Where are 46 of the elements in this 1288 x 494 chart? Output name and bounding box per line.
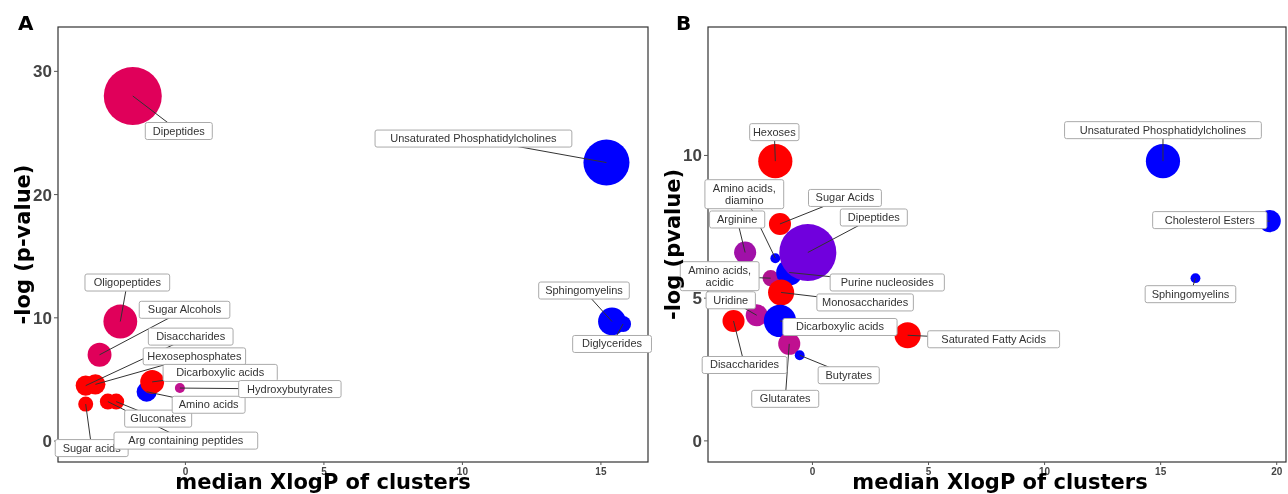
series-label: Amino acids, acidic: [688, 263, 752, 288]
text: Disaccharides: [709, 358, 780, 371]
chart-title: B: [676, 11, 692, 35]
x-tick-label: 5: [925, 466, 932, 477]
text: Glutarates: [759, 392, 812, 405]
text: Sugar Acids: [815, 191, 875, 204]
series-label: Gluconates: [130, 412, 187, 425]
x-tick-label: 0: [809, 466, 816, 477]
text: Sugar Alcohols: [147, 303, 222, 316]
text: Hexosephosphates: [147, 349, 242, 362]
y-axis-title: -log (p-value): [11, 164, 35, 325]
series-label: Saturated Fatty Acids: [941, 332, 1047, 345]
text: Purine nucleosides: [840, 275, 935, 288]
y-tick-label: 10: [33, 308, 52, 328]
y-tick-label: 20: [33, 185, 52, 205]
y-tick-label: 10: [683, 146, 702, 166]
series-label: Dicarboxylic acids: [176, 366, 265, 379]
y-tick-label: 30: [33, 62, 52, 82]
x-tick-label: 15: [595, 466, 607, 477]
series-label: Uridine: [713, 293, 749, 306]
text: Arg containing peptides: [128, 434, 244, 447]
y-tick-label: 5: [692, 289, 702, 309]
series-label: Sphingomyelins: [1151, 287, 1230, 300]
x-tick-label: 0: [182, 466, 189, 477]
text: Butyrates: [825, 368, 873, 381]
series-label: Arginine: [716, 212, 758, 225]
y-tick-label: 0: [42, 432, 52, 451]
y-tick-label: 0: [692, 431, 702, 451]
text: Amino acids: [178, 398, 240, 411]
text: Disaccharides: [156, 330, 226, 343]
x-tick-label: 15: [1155, 466, 1167, 477]
x-tick-label: 10: [456, 466, 469, 477]
text: Oligopeptides: [93, 276, 162, 289]
series-label: Sphingomyelins: [545, 284, 624, 297]
series-label: Hexoses: [752, 125, 797, 138]
text: Hydroxybutyrates: [247, 382, 334, 395]
text: Monosaccharides: [822, 295, 909, 308]
series-label: Diglycerides: [582, 337, 643, 350]
series-label: Dipeptides: [847, 210, 901, 223]
y-axis-title: -log (pvalue): [661, 168, 685, 321]
x-tick-label: 20: [1271, 466, 1283, 477]
chart-title: A: [18, 11, 34, 35]
series-label: Unsaturated Phosphatidylcholines: [1079, 123, 1247, 136]
text: Unsaturated Phosphatidylcholines: [390, 132, 558, 145]
text: Amino acids, diamino: [712, 181, 776, 206]
series-label: Dipeptides: [152, 124, 206, 137]
